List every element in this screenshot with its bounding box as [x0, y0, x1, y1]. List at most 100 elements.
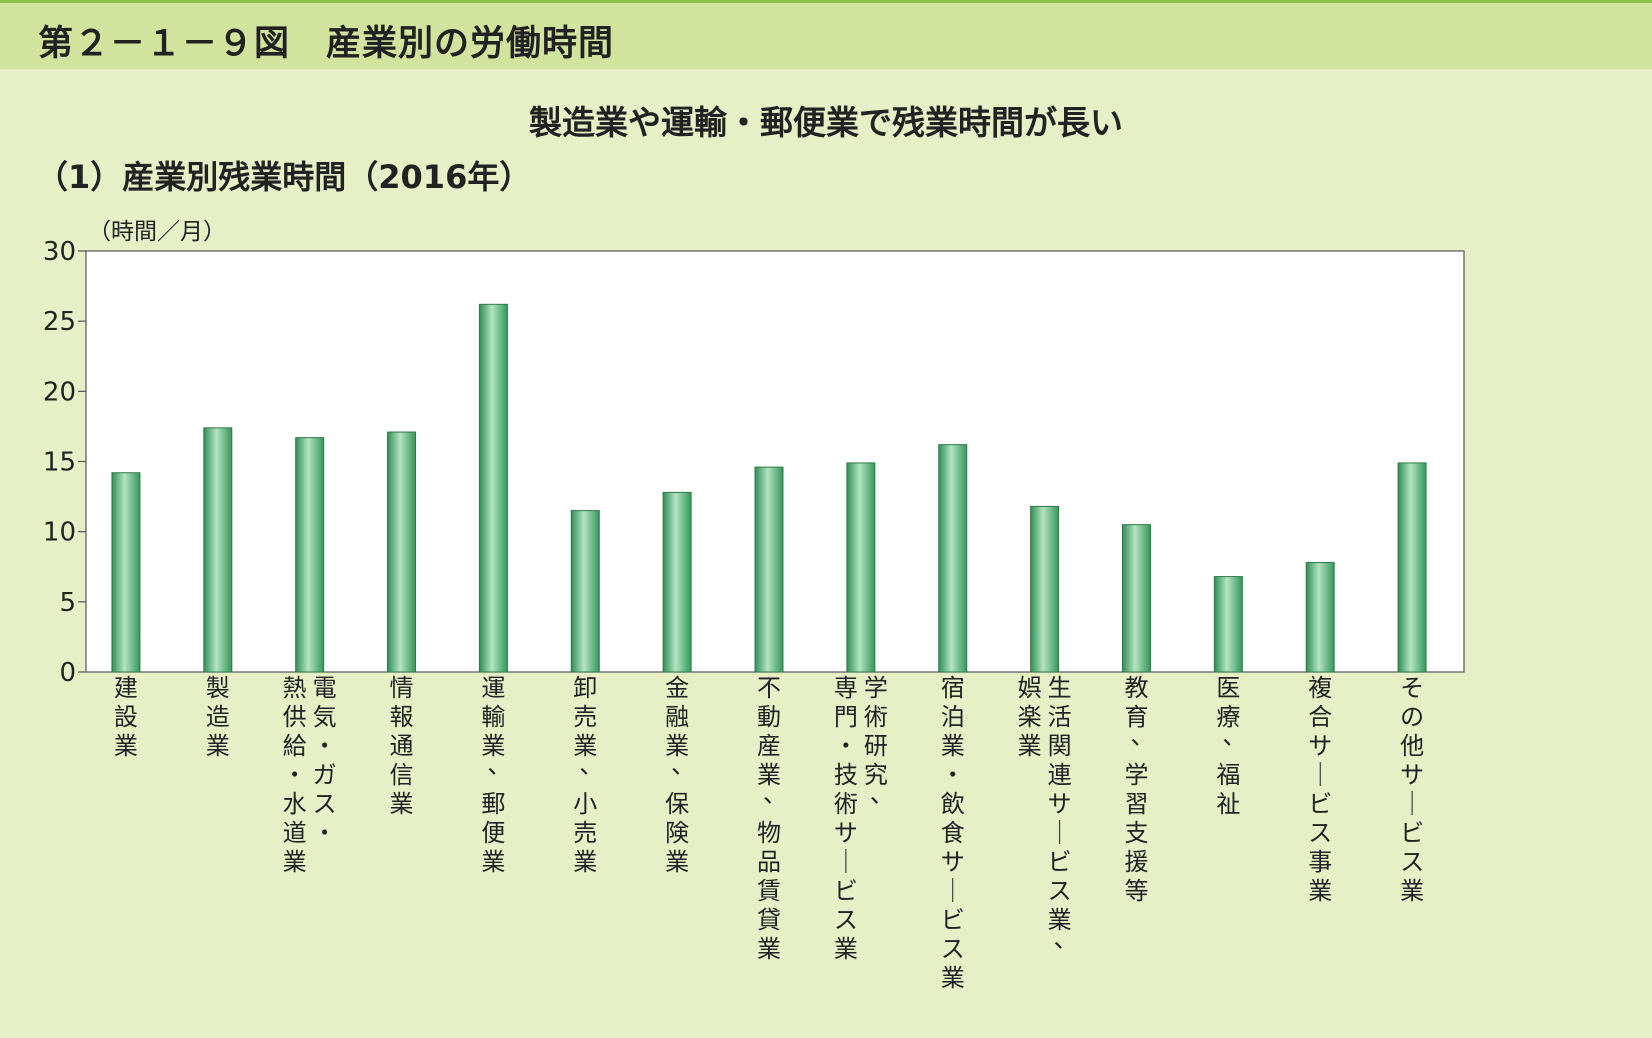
x-category-char: ｜: [834, 848, 858, 876]
x-category-char: 学: [1124, 761, 1148, 789]
y-tick-label: 25: [43, 307, 76, 337]
x-category-char: 、: [579, 751, 603, 779]
x-category-char: 業: [206, 732, 230, 760]
x-category-char: 物: [757, 819, 781, 847]
x-category-char: 等: [1124, 877, 1148, 905]
x-category-char: 援: [1124, 848, 1148, 876]
x-category-char: 娯: [1018, 674, 1042, 702]
x-category-char: 合: [1308, 703, 1332, 731]
x-category-char: 業: [573, 848, 597, 876]
x-category-char: ガ: [313, 761, 337, 789]
x-category-char: 造: [206, 703, 230, 731]
bar: [662, 491, 692, 673]
x-category-char: 給: [283, 732, 307, 760]
x-category-label: 医療、福祉: [1216, 674, 1246, 818]
figure-number: 第２－１－９図: [38, 24, 291, 64]
x-axis-labels: 建設業製造業電気・ガス・熱供給・水道業情報通信業運輸業、郵便業卸売業、小売業金融…: [114, 674, 1424, 992]
x-category-char: ビ: [941, 906, 965, 934]
x-category-char: 学: [864, 674, 888, 702]
x-category-char: 業: [757, 935, 781, 963]
x-category-char: 研: [864, 732, 888, 760]
x-category-char: ・: [313, 732, 337, 760]
x-category-char: ｜: [1400, 790, 1424, 818]
x-category-char: サ: [1048, 790, 1072, 818]
x-category-char: 究: [864, 761, 888, 789]
figure-title: 第２－１－９図 産業別の労働時間: [38, 15, 614, 66]
x-category-char: 報: [390, 703, 414, 731]
x-category-char: そ: [1400, 674, 1424, 702]
x-category-char: 業: [1308, 877, 1332, 905]
x-category-char: 品: [757, 848, 781, 876]
x-category-char: 業: [481, 848, 505, 876]
x-category-char: 運: [481, 674, 505, 702]
y-axis: 0 5 10 15 20 25 30: [43, 237, 86, 688]
x-category-char: ビ: [834, 877, 858, 905]
x-category-char: 情: [390, 674, 414, 702]
x-category-char: ス: [941, 935, 965, 963]
figure-title-text: 産業別の労働時間: [326, 24, 615, 64]
x-category-char: 祉: [1216, 790, 1240, 818]
x-category-char: 動: [757, 703, 781, 731]
x-category-char: 業: [834, 935, 858, 963]
x-category-char: ・: [313, 819, 337, 847]
x-category-char: 小: [573, 790, 597, 818]
chart-subtitle: （1）産業別残業時間（2016年）: [36, 158, 532, 196]
x-category-char: 複: [1308, 674, 1332, 702]
x-category-label: 電気・ガス・熱供給・水道業: [283, 674, 337, 876]
bar: [1030, 505, 1060, 673]
x-category-char: 産: [757, 732, 781, 760]
x-category-char: 製: [206, 674, 230, 702]
x-category-char: ｜: [1308, 761, 1332, 789]
x-category-char: 建: [114, 674, 138, 702]
bar: [1305, 562, 1335, 673]
x-category-char: 業: [941, 964, 965, 992]
x-category-char: 、: [487, 751, 511, 779]
x-category-char: サ: [941, 848, 965, 876]
x-category-char: 売: [573, 703, 597, 731]
x-category-char: 業: [1400, 877, 1424, 905]
x-category-char: 、: [870, 780, 894, 808]
x-category-char: ・: [834, 732, 858, 760]
top-accent-line: [0, 0, 1652, 3]
x-category-char: 金: [665, 674, 689, 702]
x-category-char: 信: [390, 761, 414, 789]
x-category-label: 金融業、保険業: [665, 674, 695, 876]
bar: [570, 510, 600, 673]
x-category-char: 術: [834, 790, 858, 818]
x-category-label: 卸売業、小売業: [573, 674, 603, 876]
x-category-label: 運輸業、郵便業: [481, 674, 511, 876]
x-category-char: ・: [283, 761, 307, 789]
y-tick-label: 30: [43, 237, 76, 267]
x-category-char: 事: [1308, 848, 1332, 876]
x-category-char: 供: [283, 703, 307, 731]
x-category-char: 業: [665, 732, 689, 760]
x-category-char: 道: [283, 819, 307, 847]
bar: [478, 303, 508, 673]
x-category-char: 活: [1048, 703, 1072, 731]
x-category-label: 製造業: [206, 674, 230, 760]
x-category-char: ビ: [1048, 848, 1072, 876]
x-category-char: の: [1400, 703, 1424, 731]
x-category-char: 卸: [573, 674, 597, 702]
bar: [754, 466, 784, 673]
x-category-char: 、: [1130, 722, 1154, 750]
x-category-char: 業: [1018, 732, 1042, 760]
bar: [387, 431, 417, 673]
x-category-char: 泊: [941, 703, 965, 731]
x-category-char: 輸: [481, 703, 505, 731]
x-category-char: 通: [390, 732, 414, 760]
x-category-char: ス: [834, 906, 858, 934]
x-category-char: ｜: [1048, 819, 1072, 847]
x-category-char: 保: [665, 790, 689, 818]
x-category-char: 技: [834, 761, 858, 789]
y-tick-label: 5: [59, 588, 76, 618]
x-category-char: 険: [665, 819, 689, 847]
x-category-char: 業: [941, 732, 965, 760]
bar: [1121, 524, 1151, 673]
x-category-char: 、: [763, 780, 787, 808]
